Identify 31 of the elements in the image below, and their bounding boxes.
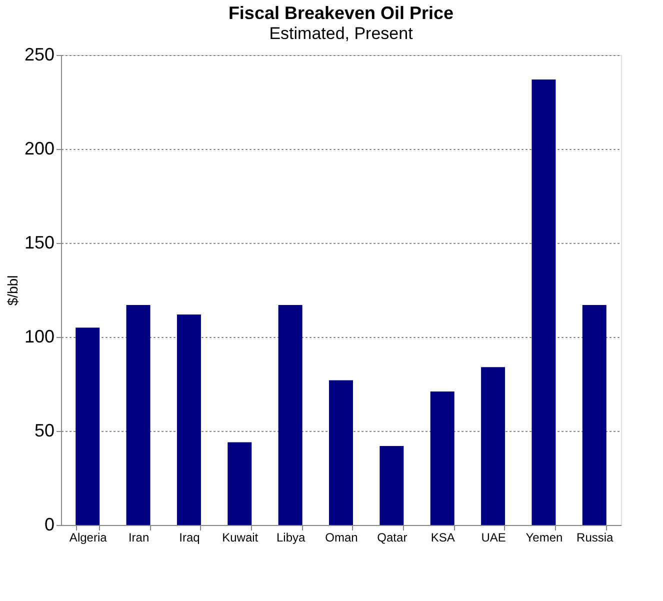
x-tick-label: Iraq [179,530,200,544]
x-tick-label: Russia [576,530,614,544]
bar [430,392,454,525]
bar [278,305,302,525]
y-tick-label: 100 [24,326,54,346]
x-tick-label: KSA [430,530,455,544]
bar [329,380,353,525]
bar [228,442,252,525]
chart-title: Fiscal Breakeven Oil Price [228,3,454,23]
x-tick-label: Qatar [377,530,408,544]
y-axis-title: $/bbl [4,275,20,306]
x-tick-label: Kuwait [222,530,259,544]
bar [176,314,201,525]
bar [582,305,606,525]
y-tick-label: 150 [24,232,54,252]
bar [532,79,556,525]
y-tick-label: 50 [34,420,54,440]
bar [126,305,150,525]
bar [380,446,404,525]
chart-subtitle: Estimated, Present [269,24,414,43]
y-tick-label: 0 [44,514,54,534]
x-tick-label: UAE [481,530,506,544]
bar [76,328,100,525]
y-tick-label: 250 [24,44,54,64]
bar [481,367,506,525]
x-tick-label: Oman [325,530,358,544]
x-tick-label: Iran [128,530,150,544]
x-tick-label: Libya [276,530,306,544]
x-tick-label: Yemen [526,530,563,544]
y-tick-label: 200 [24,138,54,158]
x-tick-label: Algeria [69,530,108,544]
